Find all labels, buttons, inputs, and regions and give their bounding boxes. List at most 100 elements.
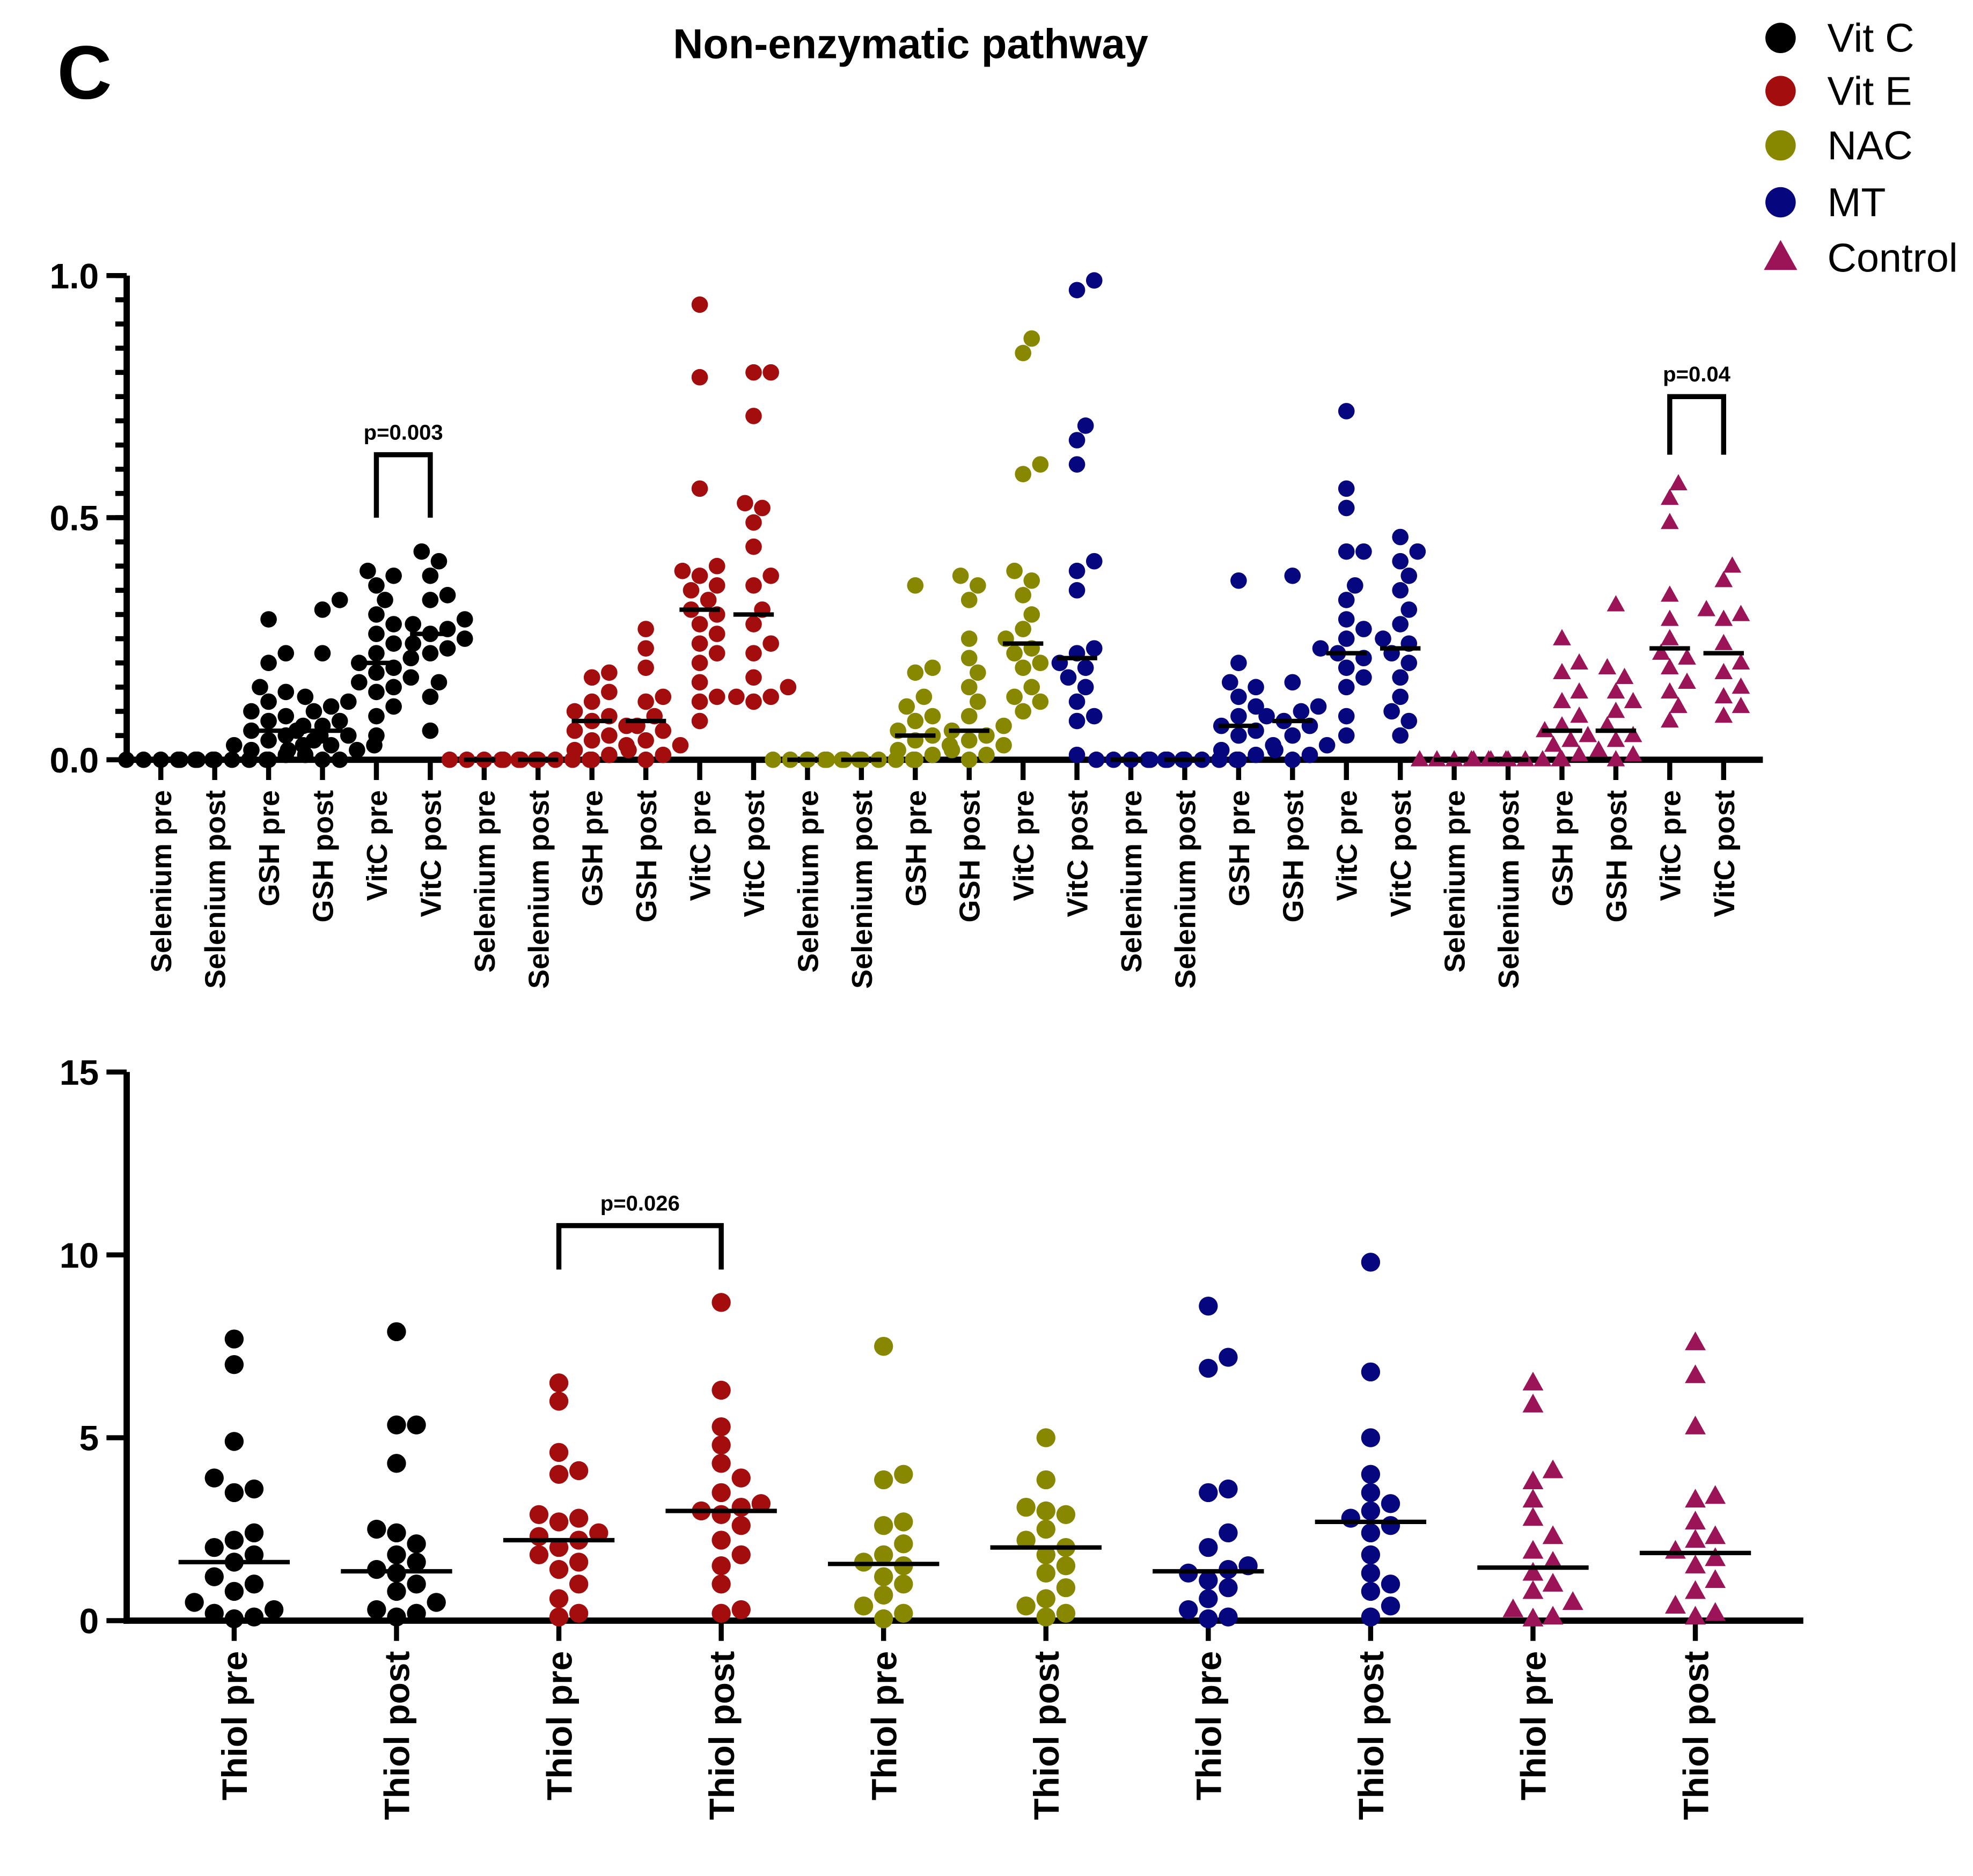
data-point: [1410, 750, 1429, 767]
data-point: [874, 1516, 893, 1535]
data-point: [780, 679, 797, 696]
legend-marker-vit-c: [1765, 23, 1796, 53]
data-point: [569, 1461, 589, 1481]
x-tick-label: Selenium pre: [792, 790, 824, 973]
data-point: [1685, 1606, 1706, 1625]
data-point: [1361, 1607, 1381, 1627]
data-point: [637, 640, 654, 657]
data-point: [430, 674, 448, 691]
data-point: [1056, 1578, 1076, 1598]
data-point: [422, 722, 439, 739]
data-point: [1361, 1483, 1381, 1503]
data-point: [1199, 1589, 1218, 1608]
data-point: [1036, 1607, 1055, 1627]
data-point: [495, 751, 512, 768]
data-point: [995, 737, 1012, 754]
data-point: [1284, 567, 1301, 584]
data-point: [1664, 1594, 1686, 1614]
data-point: [1522, 1607, 1544, 1627]
data-point: [1570, 682, 1588, 699]
x-tick-label: Selenium post: [1493, 790, 1525, 989]
data-point: [569, 1509, 589, 1528]
data-point: [1056, 1603, 1076, 1623]
data-point: [1338, 659, 1355, 676]
data-point: [566, 703, 583, 720]
data-point: [224, 1483, 244, 1503]
data-point: [1199, 1537, 1218, 1557]
data-point: [960, 751, 978, 768]
x-tick-label: Thiol post: [377, 1651, 417, 1820]
data-point: [314, 601, 331, 618]
data-point: [894, 1512, 913, 1532]
data-point: [529, 1545, 549, 1564]
y-tick-label: 0.0: [50, 740, 99, 780]
data-point: [1219, 1479, 1238, 1499]
data-point: [1664, 1540, 1686, 1559]
data-point: [1036, 1428, 1055, 1447]
data-point: [529, 1527, 549, 1546]
chart-title: Non-enzymatic pathway: [673, 21, 1148, 67]
data-point: [745, 577, 762, 594]
data-point: [1392, 582, 1409, 599]
data-point: [118, 751, 135, 768]
data-point: [1267, 741, 1283, 759]
data-point: [1199, 1571, 1218, 1590]
data-point: [1685, 1415, 1706, 1434]
data-point: [1219, 1578, 1238, 1598]
data-point: [960, 708, 978, 725]
panel-label: C: [57, 30, 112, 115]
data-point: [1199, 1358, 1218, 1378]
data-point: [1464, 750, 1483, 767]
data-point: [1598, 658, 1617, 674]
data-point: [1085, 640, 1103, 657]
data-point: [277, 708, 295, 725]
data-point: [943, 741, 960, 759]
data-point: [224, 1531, 244, 1550]
data-point: [620, 741, 637, 759]
data-point: [1219, 1523, 1238, 1543]
y-tick-label: 0: [79, 1601, 99, 1641]
data-point: [224, 1329, 244, 1349]
data-point: [712, 1380, 731, 1400]
data-point: [305, 732, 322, 749]
data-point: [260, 712, 277, 730]
data-point: [745, 408, 762, 424]
data-point: [1522, 1372, 1544, 1391]
data-point: [1361, 1581, 1381, 1601]
data-point: [549, 1373, 569, 1393]
data-point: [995, 717, 1012, 734]
data-point: [1284, 727, 1301, 744]
data-point: [1361, 1253, 1381, 1272]
data-point: [712, 1454, 731, 1473]
data-point: [1085, 272, 1103, 289]
data-point: [1036, 1545, 1055, 1564]
data-point: [529, 1505, 549, 1524]
data-point: [960, 630, 978, 647]
data-point: [244, 1545, 264, 1564]
data-point: [745, 616, 762, 632]
data-point: [1542, 1459, 1564, 1478]
y-tick-label: 15: [60, 1053, 99, 1092]
data-point: [430, 553, 448, 570]
data-point: [1142, 751, 1158, 768]
x-tick-label: VitC post: [415, 790, 447, 917]
data-point: [589, 1523, 608, 1543]
data-point: [360, 562, 376, 579]
x-tick-label: VitC post: [1385, 790, 1417, 917]
data-point: [712, 1575, 731, 1594]
data-point: [367, 1600, 386, 1620]
data-point: [818, 751, 835, 768]
data-point: [1361, 1563, 1381, 1583]
data-point: [731, 1600, 751, 1620]
data-point: [549, 1607, 569, 1627]
data-point: [1685, 1364, 1706, 1384]
data-point: [1016, 1597, 1036, 1616]
data-point: [728, 688, 745, 705]
data-point: [1522, 1470, 1544, 1490]
data-point: [1077, 659, 1094, 676]
x-tick-label: GSH post: [954, 790, 986, 923]
data-point: [368, 664, 385, 681]
data-point: [387, 1322, 406, 1342]
data-point: [712, 1603, 731, 1623]
data-point: [387, 1454, 406, 1473]
